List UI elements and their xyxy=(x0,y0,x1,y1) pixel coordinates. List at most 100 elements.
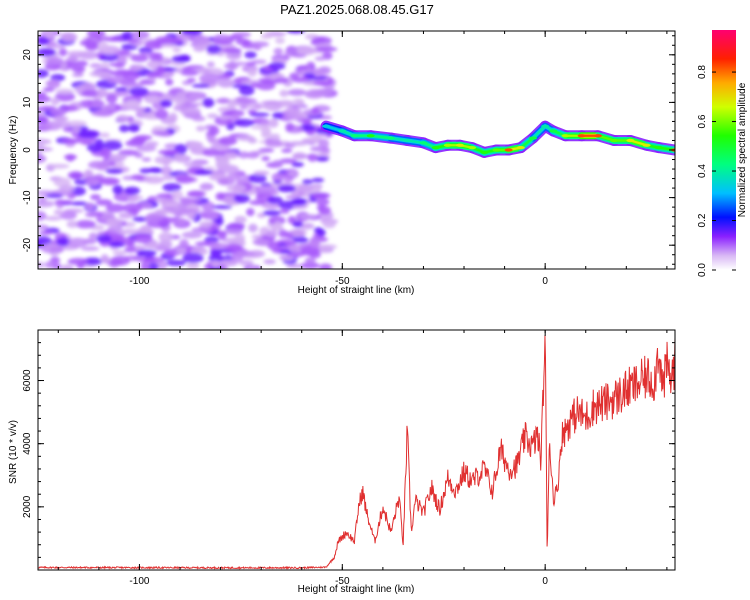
noise-blob xyxy=(71,124,81,133)
noise-blob xyxy=(247,68,258,77)
noise-blob xyxy=(59,211,77,220)
noise-blob xyxy=(106,153,128,159)
noise-blob xyxy=(85,40,98,50)
noise-blob xyxy=(38,153,44,163)
noise-blob xyxy=(215,98,232,104)
noise-blob xyxy=(192,35,211,46)
noise-blob xyxy=(89,63,102,69)
noise-blob xyxy=(38,211,47,221)
ridge-point xyxy=(468,146,477,150)
noise-blob xyxy=(118,149,139,156)
snr-y-tick-label: 6000 xyxy=(22,369,33,392)
noise-blob xyxy=(316,204,326,211)
noise-blob xyxy=(139,168,153,174)
noise-blob xyxy=(265,141,284,148)
snr-ticks: -100 -50 0 2000 4000 6000 xyxy=(22,329,675,587)
noise-blob xyxy=(292,204,308,210)
noise-blob xyxy=(268,118,279,128)
ridge-point xyxy=(528,136,537,140)
noise-blob xyxy=(41,244,61,249)
noise-blob xyxy=(253,170,270,176)
noise-blob xyxy=(313,227,324,233)
noise-blob xyxy=(234,250,255,257)
ridge-point xyxy=(322,124,331,128)
noise-blob xyxy=(191,227,211,233)
noise-blob xyxy=(262,210,281,217)
noise-blob xyxy=(227,222,246,230)
noise-blob xyxy=(173,104,189,112)
spectrogram-y-tick-label: 0 xyxy=(22,147,33,153)
noise-blob xyxy=(300,261,320,269)
noise-blob xyxy=(236,177,245,185)
noise-blob xyxy=(122,71,140,81)
noise-blob xyxy=(54,92,76,102)
noise-blob xyxy=(141,157,152,162)
noise-blob xyxy=(106,217,124,227)
noise-blob xyxy=(248,223,258,233)
snr-x-tick-label: -50 xyxy=(335,576,350,587)
noise-blob xyxy=(255,185,277,194)
noise-blob xyxy=(309,145,330,152)
spectrogram-y-label: Frequency (Hz) xyxy=(8,116,19,185)
spectrogram-y-tick-label: 20 xyxy=(22,49,33,61)
noise-blob xyxy=(202,97,215,108)
noise-blob xyxy=(90,194,101,201)
noise-blob xyxy=(158,232,174,243)
noise-blob xyxy=(291,161,304,168)
ridge-point xyxy=(504,148,513,152)
noise-blob xyxy=(86,143,104,153)
noise-blob xyxy=(250,82,261,88)
noise-blob xyxy=(126,38,139,43)
noise-blob xyxy=(108,241,126,248)
spectrogram-y-tick-label: -20 xyxy=(22,238,33,253)
noise-blob xyxy=(123,82,145,88)
noise-blob xyxy=(231,84,251,89)
noise-blob xyxy=(311,185,322,194)
noise-blob xyxy=(186,191,205,198)
noise-blob xyxy=(271,172,284,182)
noise-blob xyxy=(281,148,293,153)
noise-blob xyxy=(58,184,75,193)
noise-blob xyxy=(220,47,242,53)
noise-blob xyxy=(108,62,126,67)
noise-blob xyxy=(179,197,193,204)
noise-blob xyxy=(124,246,137,253)
noise-blob xyxy=(319,263,333,269)
ridge-point xyxy=(443,143,452,147)
noise-blob xyxy=(311,192,331,199)
ridge-point xyxy=(455,143,464,147)
noise-blob xyxy=(208,125,220,136)
noise-blob xyxy=(206,44,222,54)
noise-blob xyxy=(100,254,109,264)
noise-blob xyxy=(169,96,181,102)
noise-blob xyxy=(183,162,204,167)
noise-blob xyxy=(298,214,317,219)
noise-blob xyxy=(53,177,71,188)
noise-blob xyxy=(224,62,239,70)
noise-blob xyxy=(67,237,88,248)
noise-blob xyxy=(160,99,173,108)
noise-blob xyxy=(195,125,206,132)
noise-blob xyxy=(67,171,84,180)
noise-blob xyxy=(47,163,70,169)
noise-blob xyxy=(99,53,119,62)
noise-blob xyxy=(310,89,333,96)
noise-blob xyxy=(248,173,267,184)
noise-blob xyxy=(107,225,123,234)
noise-blob xyxy=(44,216,62,221)
noise-blob xyxy=(71,72,84,78)
noise-blob xyxy=(154,109,169,120)
noise-blob xyxy=(179,238,189,249)
noise-blob xyxy=(38,147,54,152)
noise-blob xyxy=(219,115,231,120)
snr-y-label: SNR (10 * v/v) xyxy=(8,420,19,484)
ridge-point xyxy=(431,146,440,150)
noise-blob xyxy=(287,88,307,97)
noise-blob xyxy=(168,112,178,123)
noise-blob xyxy=(66,220,79,228)
noise-blob xyxy=(216,177,236,186)
noise-blob xyxy=(38,236,52,245)
noise-blob xyxy=(82,257,103,266)
